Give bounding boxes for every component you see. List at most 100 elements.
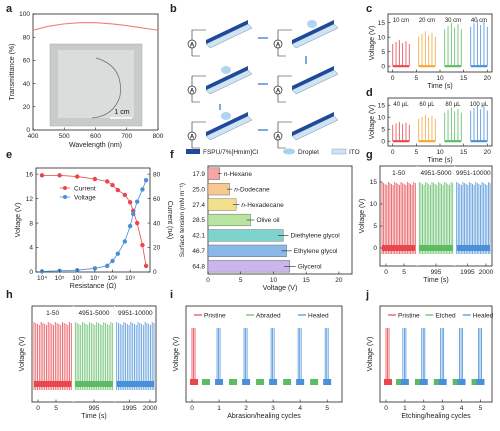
data-point [140,242,145,248]
category-label: 25.0 [192,186,205,193]
panel-letter-a: a [6,3,13,15]
legend-label: Pristine [398,313,420,320]
data-point [105,263,110,269]
ito-layer [291,115,339,141]
data-point [134,220,140,226]
series-label: 40 cm [471,18,487,24]
bar [207,198,237,211]
y-tick-label: 10 [378,34,386,41]
x-axis-label: Abrasion/healing cycles [227,413,301,420]
ito-layer [205,69,253,95]
legend-label: Healed [308,313,329,320]
panel-d: 40 μL 60 μL 80 μL 100 μL 0 5 10 15 20 0 5 10 15 Time … [369,97,493,164]
x-tick-label: 4 [460,405,464,412]
bar-label: n-Hexane [224,171,253,178]
baseline-damaged [396,379,404,385]
bar-label: Olive oil [256,217,280,224]
series-label: 10 cm [393,18,409,24]
y-tick-label: 0 [373,245,377,252]
x-tick-label: 2 [244,405,248,412]
x-tick-label: 0 [206,277,210,284]
data-point [131,211,136,217]
x-tick-label: 5 [239,277,243,284]
segment-label: 9951-10000 [456,170,491,177]
fspu-layer [292,66,334,90]
legend-marker [63,195,67,199]
baseline-healed [438,379,447,385]
y-axis-label: Voltage (V) [15,203,22,238]
device-cell-2: A [273,20,339,57]
y-axis-label: Voltage (V) [19,337,26,372]
panel-h: 1-50 4951-5000 9951-10000 0 5 995 1995 2000 Time… [19,305,158,420]
y-tick-label: 5 [381,126,385,133]
x-tick-label: 0 [391,75,395,82]
panel-letter-g: g [366,149,373,161]
segment-label: 4951-5000 [420,170,451,177]
y-tick-label: 0 [381,138,385,145]
x-tick-label: 3 [271,405,275,412]
ground-wire [277,48,286,57]
series-label: 40 μL [393,102,409,108]
x-tick-label: 5 [402,269,406,276]
circuit-wire [191,121,206,132]
x-tick-label: 995 [431,269,442,276]
data-point [134,199,140,204]
x-tick-label: 1995 [460,269,475,276]
device-cell-5: A [187,112,253,149]
panel-e: 10⁴ 10⁵ 10⁶ 10⁷ 10⁸ 10⁹ 0 4 8 12 16 0 20 40 60 80 Curren… [15,167,173,290]
x-tick-label: 0 [384,269,388,276]
device-cell-6: A [273,112,339,149]
legend-marker [63,186,67,190]
y-tick-label: 100 [19,11,30,18]
y-tick-label: 15 [370,179,378,186]
baseline-damaged [414,379,423,385]
category-label: 28.5 [192,217,205,224]
panel-f: n-Hexane 17.9 n-Dodecane 25.0 n-Hexadecane 27… [179,165,353,292]
axes-frame [31,305,157,403]
bar-label: n-Dodecane [234,186,270,193]
x-tick-label: 700 [121,133,132,140]
category-label: 27.4 [192,202,205,209]
baseline-band [116,381,154,387]
droplet [221,66,231,74]
baseline-damaged [471,379,480,385]
y-tick-label: 0 [29,269,33,276]
y-tick-right-label: 60 [153,196,161,203]
fspu-layer [292,112,334,136]
x-tick-label: 10⁷ [90,275,100,282]
series-label: 80 μL [445,102,461,108]
ito-layer [291,69,339,95]
baseline-pristine [190,379,198,385]
baseline-healed [419,379,428,385]
x-tick-label: 3 [441,405,445,412]
legend-swatch-droplet [283,148,295,155]
ammeter-label: A [190,135,195,141]
y-axis-label: Transmittance (%) [9,44,16,101]
x-tick-label: 10 [436,75,444,82]
x-tick-label: 10 [436,149,444,156]
panel-letter-j: j [365,289,369,301]
bar [207,229,284,242]
data-point [115,251,121,256]
x-tick-label: 20 [484,149,492,156]
baseline-healed [457,379,466,385]
x-tick-label: 20 [484,75,492,82]
data-point [110,258,115,264]
category-label: 46.7 [192,248,205,255]
y-axis-label: Voltage (V) [359,199,366,234]
ground-wire [191,94,200,103]
data-point [140,187,145,192]
baseline-damaged [452,379,461,385]
data-point [122,239,128,244]
bar [207,244,287,257]
bar [207,260,291,273]
x-tick-label: 20 [335,277,343,284]
data-point [143,263,149,269]
baseline-healed [323,379,332,385]
baseline-damaged [256,379,265,385]
x-axis-label: Time (s) [427,157,452,164]
panel-c: 10 cm 20 cm 30 cm 40 cm 0 5 10 15 20 0 5 10 15 Time (… [369,13,493,90]
y-tick-label: 4 [29,245,33,252]
baseline-damaged [433,379,442,385]
legend-label: Voltage [74,195,96,202]
